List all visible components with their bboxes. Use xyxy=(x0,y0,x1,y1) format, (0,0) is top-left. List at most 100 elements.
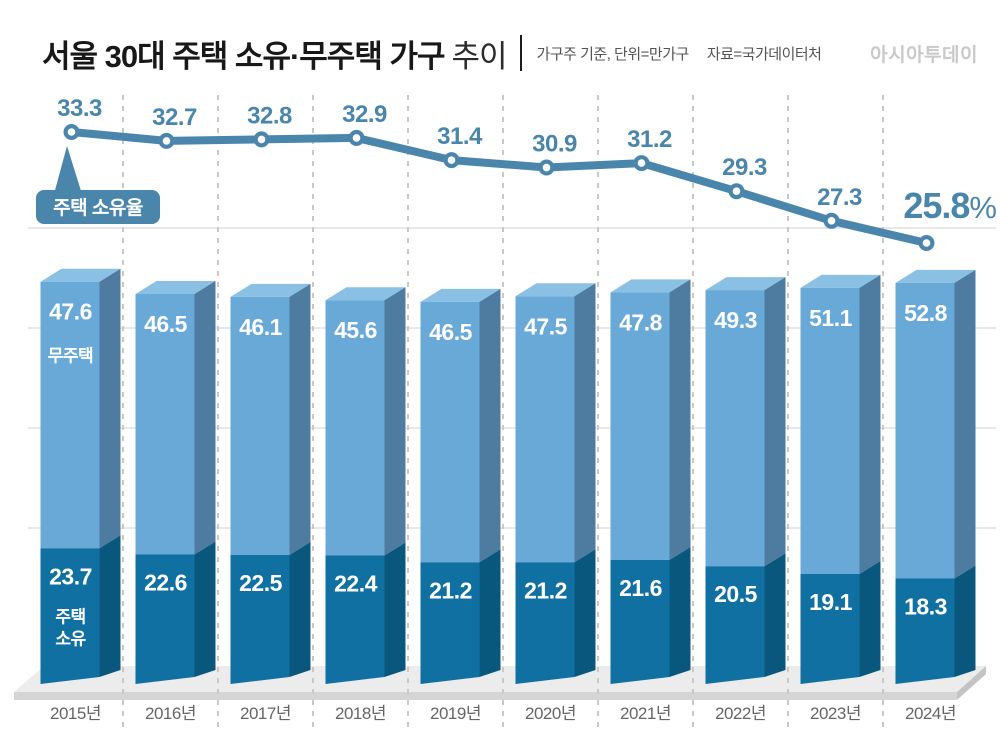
value-nonowner-2017년: 46.1 xyxy=(239,314,282,340)
bar-2020년-nonowner-side xyxy=(574,283,596,563)
bar-2020년-nonowner-face xyxy=(515,296,575,563)
bar-2016년-nonowner-face xyxy=(135,294,195,555)
year-label-2022년: 2022년 xyxy=(715,704,766,723)
bar-2021년-nonowner-side xyxy=(669,279,691,561)
value-owner-2016년: 22.6 xyxy=(144,569,187,595)
page-title-suffix: 추이 xyxy=(451,38,508,74)
bar-2017년-nonowner-side xyxy=(289,283,311,555)
value-owner-2021년: 21.6 xyxy=(619,575,662,601)
bar-2020년-owner-side xyxy=(574,549,596,677)
line-point-inner-2021년 xyxy=(637,159,646,167)
bar-2016년-nonowner-side xyxy=(194,281,216,555)
value-nonowner-2018년: 45.6 xyxy=(334,317,377,343)
ownership-rate-line xyxy=(67,128,931,247)
line-point-inner-2020년 xyxy=(542,163,551,172)
rate-label-2020년: 30.9 xyxy=(532,131,577,158)
value-owner-2019년: 21.2 xyxy=(429,577,472,603)
value-owner-2018년: 22.4 xyxy=(334,571,377,597)
bar-2015년-nonowner-side xyxy=(99,268,121,549)
rate-label-2017년: 32.8 xyxy=(247,102,292,129)
bar-2020년-top-face xyxy=(515,283,596,297)
rate-label-2021년: 31.2 xyxy=(627,126,672,153)
bar-2024년-owner-side xyxy=(954,565,976,677)
rate-label-2016년: 32.7 xyxy=(152,104,197,131)
rate-label-2023년: 27.3 xyxy=(817,184,862,211)
year-label-2021년: 2021년 xyxy=(620,704,671,723)
value-nonowner-2024년: 52.8 xyxy=(904,300,947,326)
value-owner-2022년: 20.5 xyxy=(714,581,757,607)
bar-2022년-owner-face xyxy=(705,566,765,684)
bar-2017년-top-face xyxy=(230,283,311,297)
bar-2023년-owner-side xyxy=(859,561,881,677)
bar-2022년-nonowner-side xyxy=(764,277,786,567)
bar-2024년-owner-face xyxy=(895,578,955,684)
rate-label-2022년: 29.3 xyxy=(722,154,767,181)
legend-nonowner: 무주택 xyxy=(48,347,93,366)
value-owner-2017년: 22.5 xyxy=(239,570,282,596)
line-callout-box xyxy=(36,190,160,224)
line-point-inner-2015년 xyxy=(67,128,76,136)
header-divider xyxy=(519,35,522,71)
year-label-2024년: 2024년 xyxy=(905,704,956,723)
value-nonowner-2022년: 49.3 xyxy=(714,307,757,333)
value-nonowner-2019년: 46.5 xyxy=(429,319,472,345)
value-nonowner-2016년: 46.5 xyxy=(144,311,187,337)
rate-label-final: 25.8% xyxy=(903,185,996,226)
bar-2018년-owner-face xyxy=(325,555,385,684)
floor-front-edge xyxy=(14,692,957,700)
bar-2022년-owner-side xyxy=(764,553,786,677)
rate-label-2015년: 33.3 xyxy=(57,95,102,122)
bar-2019년-owner-face xyxy=(420,562,480,684)
source-note: 자료=국가데이터처 xyxy=(706,45,822,63)
bar-2023년-top-face xyxy=(800,274,881,288)
year-label-2016년: 2016년 xyxy=(145,704,196,723)
line-point-inner-2017년 xyxy=(257,135,266,144)
bar-2015년-nonowner-face xyxy=(40,281,100,549)
bar-2021년-top-face xyxy=(610,279,691,293)
rate-label-2019년: 31.4 xyxy=(437,123,483,150)
year-label-2018년: 2018년 xyxy=(335,704,386,723)
line-point-inner-2016년 xyxy=(162,137,171,145)
value-nonowner-2021년: 47.8 xyxy=(619,309,662,335)
bar-2023년-nonowner-face xyxy=(800,287,860,575)
line-point-inner-2019년 xyxy=(447,156,456,164)
publisher-logo: 아시아투데이 xyxy=(870,44,978,66)
bar-2024년-top-face xyxy=(895,269,976,283)
bar-2019년-nonowner-face xyxy=(420,301,480,563)
line-point-inner-2023년 xyxy=(827,217,836,225)
value-owner-2023년: 19.1 xyxy=(809,589,852,615)
year-label-2023년: 2023년 xyxy=(810,704,861,723)
year-label-2015년: 2015년 xyxy=(50,704,101,723)
bar-2022년-top-face xyxy=(705,277,786,291)
bar-2019년-nonowner-side xyxy=(479,288,501,563)
bar-2020년-owner-face xyxy=(515,562,575,684)
bar-2018년-owner-side xyxy=(384,542,406,677)
bar-2019년-top-face xyxy=(420,288,501,302)
value-nonowner-2015년: 47.6 xyxy=(49,299,92,325)
bar-2017년-owner-face xyxy=(230,555,290,684)
value-owner-2015년: 23.7 xyxy=(49,563,92,589)
line-point-inner-2024년 xyxy=(922,239,931,247)
bar-2017년-owner-side xyxy=(289,542,311,677)
bar-2021년-nonowner-face xyxy=(610,292,670,561)
bar-2016년-owner-face xyxy=(135,554,195,684)
header: 서울 30대 주택 소유·무주택 가구 추이 가구주 기준, 단위=만가구 자료… xyxy=(42,30,978,76)
bar-2023년-nonowner-side xyxy=(859,274,881,575)
line-callout-pointer xyxy=(54,146,82,194)
line-point-inner-2018년 xyxy=(352,134,361,142)
bar-2015년-owner-face xyxy=(40,548,100,684)
year-label-2019년: 2019년 xyxy=(430,704,481,723)
bar-2021년-owner-face xyxy=(610,560,670,684)
legend-owner-line1: 주택 xyxy=(55,607,85,626)
year-label-2017년: 2017년 xyxy=(240,704,291,723)
bar-2018년-nonowner-face xyxy=(325,300,385,556)
bar-2019년-owner-side xyxy=(479,549,501,677)
value-nonowner-2023년: 51.1 xyxy=(809,305,852,331)
bar-2018년-top-face xyxy=(325,287,406,301)
legend-owner-line2: 소유 xyxy=(55,629,86,648)
bar-2015년-owner-side xyxy=(99,535,121,677)
bar-2021년-owner-side xyxy=(669,547,691,677)
rate-label-2018년: 32.9 xyxy=(342,101,387,128)
unit-note: 가구주 기준, 단위=만가구 xyxy=(536,45,690,63)
